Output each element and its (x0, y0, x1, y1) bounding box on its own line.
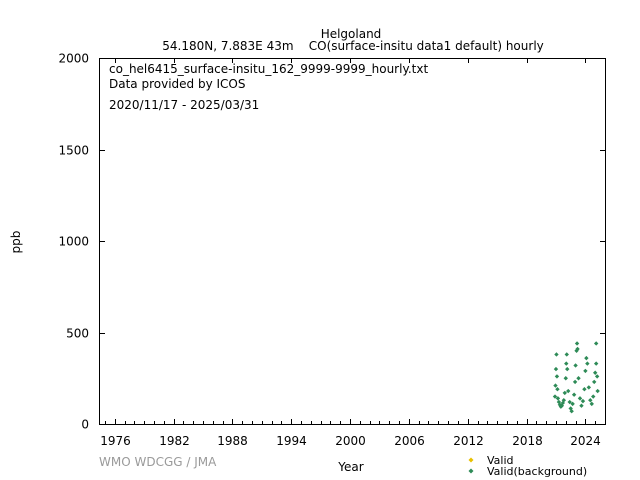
y-axis-label: ppb (9, 231, 23, 254)
x-tick-label: 1976 (100, 434, 131, 448)
data-point-valid-background (552, 394, 558, 399)
data-point-valid-background (577, 396, 583, 401)
y-tick-label: 500 (66, 327, 89, 341)
data-point-valid-background (575, 346, 580, 352)
legend-marker-valid-background (468, 468, 474, 474)
data-point-valid-background (570, 401, 575, 407)
data-point-valid-background (592, 379, 597, 385)
data-point-valid-background (591, 394, 596, 399)
data-point-valid-background (553, 366, 559, 372)
x-tick-label: 2000 (335, 434, 366, 448)
y-tick-label: 0 (81, 418, 89, 432)
chart-title: Helgoland (321, 27, 382, 41)
x-tick-label: 2018 (512, 434, 543, 448)
data-point-valid-background (593, 341, 599, 346)
x-tick-label: 2006 (394, 434, 425, 448)
data-point-valid-background (568, 406, 573, 411)
data-point-valid-background (579, 403, 584, 408)
data-point-valid-background (569, 408, 574, 414)
data-point-valid-background (589, 401, 594, 407)
data-point-valid-background (588, 398, 593, 403)
x-axis-label: Year (337, 460, 363, 474)
x-axis: 1976 1982 1988 1994 2000 2006 2012 2018 2024 (100, 58, 606, 448)
data-point-valid-background (592, 370, 598, 375)
legend-label-valid: Valid (487, 454, 514, 467)
data-point-valid-background (565, 366, 570, 372)
data-point-valid-background (573, 363, 578, 368)
y-tick-label: 2000 (58, 52, 89, 66)
data-point-valid-background (555, 387, 560, 392)
data-point-valid-background (572, 379, 578, 385)
data-point-valid-background (564, 361, 569, 366)
annotation-period: 2020/11/17 - 2025/03/31 (109, 98, 259, 112)
data-point-valid-background (574, 341, 580, 346)
data-point-valid-background (554, 352, 559, 357)
data-point-valid-background (582, 387, 587, 392)
legend-label-valid-background: Valid(background) (487, 465, 587, 478)
y-tick-label: 1500 (58, 144, 89, 158)
data-point-valid-background (563, 376, 568, 381)
data-point-valid-background (595, 388, 600, 394)
data-point-valid-background (593, 361, 599, 366)
data-point-valid-background (586, 385, 592, 390)
data-point-valid-background (555, 396, 561, 401)
annotation-provider: Data provided by ICOS (109, 77, 245, 91)
data-point-valid-background (585, 361, 590, 366)
data-point-valid-background (584, 355, 589, 361)
data-point-valid-background (594, 374, 600, 379)
legend-marker-valid (468, 457, 474, 463)
y-axis: 0 500 1000 1500 2000 (58, 52, 605, 432)
data-point-valid-background (566, 388, 571, 394)
data-point-valid-background (571, 392, 577, 397)
data-point-valid-background (553, 383, 558, 388)
y-tick-label: 1000 (58, 235, 89, 249)
data-point-valid-background (580, 398, 586, 404)
data-point-valid-background (556, 399, 562, 405)
annotation-filename: co_hel6415_surface-insitu_162_9999-9999_… (109, 62, 428, 76)
data-point-valid-background (583, 368, 588, 374)
legend: Valid Valid(background) (468, 454, 587, 478)
data-point-valid-background (564, 352, 569, 357)
chart-subtitle: 54.180N, 7.883E 43m CO(surface-insitu da… (162, 39, 544, 53)
data-point-valid-background (567, 399, 572, 405)
x-tick-label: 1982 (159, 434, 190, 448)
x-tick-label: 1988 (217, 434, 248, 448)
x-tick-label: 2012 (453, 434, 484, 448)
x-tick-label: 2024 (570, 434, 601, 448)
credit-text: WMO WDCGG / JMA (99, 455, 217, 469)
data-point-valid-background (562, 390, 567, 396)
data-point-valid-background (561, 398, 567, 403)
data-point-valid-background (576, 376, 581, 381)
plot-frame (99, 58, 606, 425)
data-point-valid-background (554, 374, 560, 379)
x-tick-label: 1994 (276, 434, 307, 448)
data-points (552, 341, 600, 414)
